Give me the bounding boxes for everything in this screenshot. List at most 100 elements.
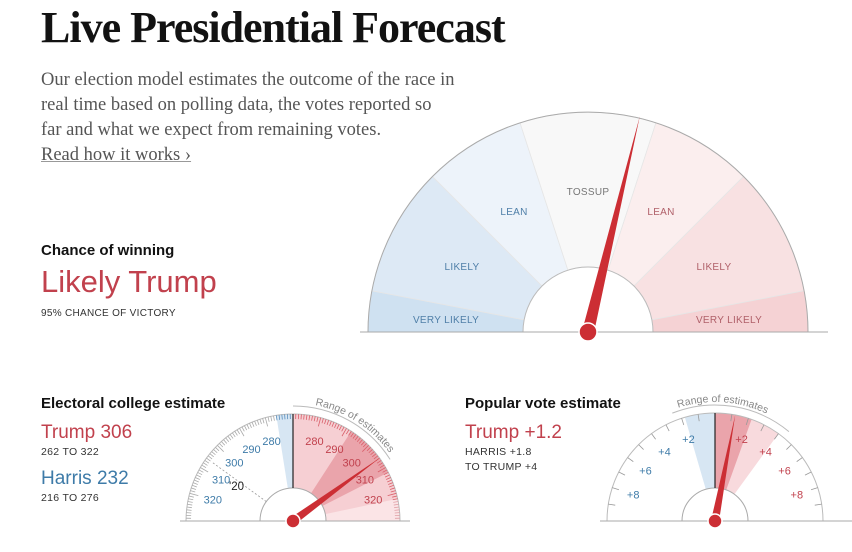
needle [711, 414, 736, 522]
chance-detail: 95% CHANCE OF VICTORY [41, 308, 176, 319]
popular-tick [612, 487, 620, 491]
popular-tick [681, 418, 685, 426]
electoral-tick [303, 414, 305, 420]
popular-range-line1: HARRIS +1.8 [465, 446, 532, 458]
electoral-tick-label: 280 [305, 436, 323, 448]
electoral-tick [358, 439, 363, 444]
electoral-tick [188, 495, 194, 498]
electoral-tick [262, 418, 265, 424]
popular-dem-range [684, 413, 715, 490]
electoral-tick [215, 447, 220, 452]
electoral-tick-label: 310 [356, 475, 374, 487]
electoral-tick-label: 290 [242, 444, 260, 456]
electoral-tick [264, 417, 269, 427]
electoral-tick [195, 477, 200, 480]
electoral-tick [211, 451, 216, 456]
electoral-tick-label: 320 [204, 495, 222, 507]
electoral-tick [338, 425, 342, 431]
popular-tick [786, 444, 792, 450]
popular-tick-label: +4 [759, 446, 772, 458]
electoral-tick [193, 479, 199, 483]
electoral-tick [376, 460, 382, 464]
popular-tick [618, 471, 626, 476]
popular-tick [730, 414, 733, 422]
electoral-tick [278, 414, 281, 420]
chance-segment-label: LIKELY [445, 262, 480, 273]
chance-heading: Chance of winning [41, 242, 175, 259]
electoral-tick [392, 498, 398, 501]
electoral-tick [383, 472, 389, 476]
electoral-tick [270, 416, 273, 422]
electoral-tick [373, 455, 379, 460]
chance-segment-label: VERY LIKELY [696, 315, 762, 326]
electoral-tick [326, 420, 330, 425]
electoral-harris-value: Harris 232 [41, 468, 129, 489]
electoral-tick [217, 445, 224, 452]
popular-tick [796, 457, 803, 462]
electoral-tick [370, 451, 375, 456]
electoral-tick [313, 416, 316, 422]
electoral-tick [329, 420, 332, 426]
popular-tick-label: +8 [791, 489, 804, 501]
electoral-tick [206, 457, 211, 462]
needle [582, 116, 640, 334]
popular-tick [697, 414, 700, 422]
electoral-tick [187, 503, 193, 506]
electoral-tick [389, 484, 394, 488]
page-title: Live Presidential Forecast [41, 3, 506, 52]
intro-text: Our election model estimates the outcome… [41, 68, 511, 168]
electoral-tick [256, 420, 260, 425]
electoral-tick [219, 443, 224, 448]
electoral-tick [244, 425, 248, 431]
electoral-tick [305, 414, 308, 420]
electoral-tick [186, 506, 192, 509]
electoral-tick [221, 441, 226, 446]
electoral-tick [393, 501, 399, 503]
electoral-tick [388, 482, 394, 485]
needle-hub [285, 513, 301, 529]
electoral-tick [203, 462, 208, 466]
popular-tick [760, 424, 765, 432]
electoral-tick [229, 434, 234, 439]
chance-gauge: VERY LIKELY LIKELY LEAN TOSSUP LEAN LIKELY VER… [360, 111, 828, 342]
electoral-heading: Electoral college estimate [41, 395, 226, 412]
electoral-rep-core [310, 431, 389, 507]
popular-tick [745, 418, 749, 426]
electoral-tick [394, 509, 400, 511]
electoral-tick [213, 449, 218, 454]
electoral-harris-range: 216 TO 276 [41, 492, 100, 504]
electoral-trump-value: Trump 306 [41, 422, 133, 443]
electoral-2020-label: '20 [229, 481, 244, 493]
electoral-tick [254, 420, 257, 426]
read-how-it-works-link[interactable]: Read how it works › [41, 145, 192, 165]
electoral-tick [190, 490, 196, 493]
electoral-tick-label: 290 [325, 444, 343, 456]
electoral-tick [273, 415, 275, 421]
electoral-tick [232, 432, 236, 438]
electoral-tick [225, 437, 230, 442]
popular-tick-label: +2 [735, 434, 748, 446]
electoral-tick-label: 300 [343, 457, 361, 469]
popular-tick-label: +2 [682, 434, 695, 446]
popular-tick [638, 444, 644, 450]
electoral-tick [387, 479, 393, 483]
electoral-tick [390, 490, 396, 493]
popular-tick [804, 471, 812, 476]
electoral-tick [281, 414, 283, 420]
electoral-tick [192, 482, 198, 485]
electoral-tick [316, 416, 319, 422]
electoral-tick [393, 503, 399, 506]
electoral-tick [387, 492, 397, 497]
electoral-tick [392, 495, 398, 498]
popular-tick-label: +4 [658, 446, 671, 458]
electoral-tick [356, 437, 361, 442]
electoral-tick [317, 417, 322, 427]
popular-tick-label: +6 [639, 465, 652, 477]
electoral-tick [201, 464, 207, 469]
popular-trump-value: Trump +1.2 [465, 422, 562, 443]
electoral-tick [207, 455, 213, 460]
electoral-tick [389, 487, 395, 490]
electoral-tick [267, 416, 270, 422]
